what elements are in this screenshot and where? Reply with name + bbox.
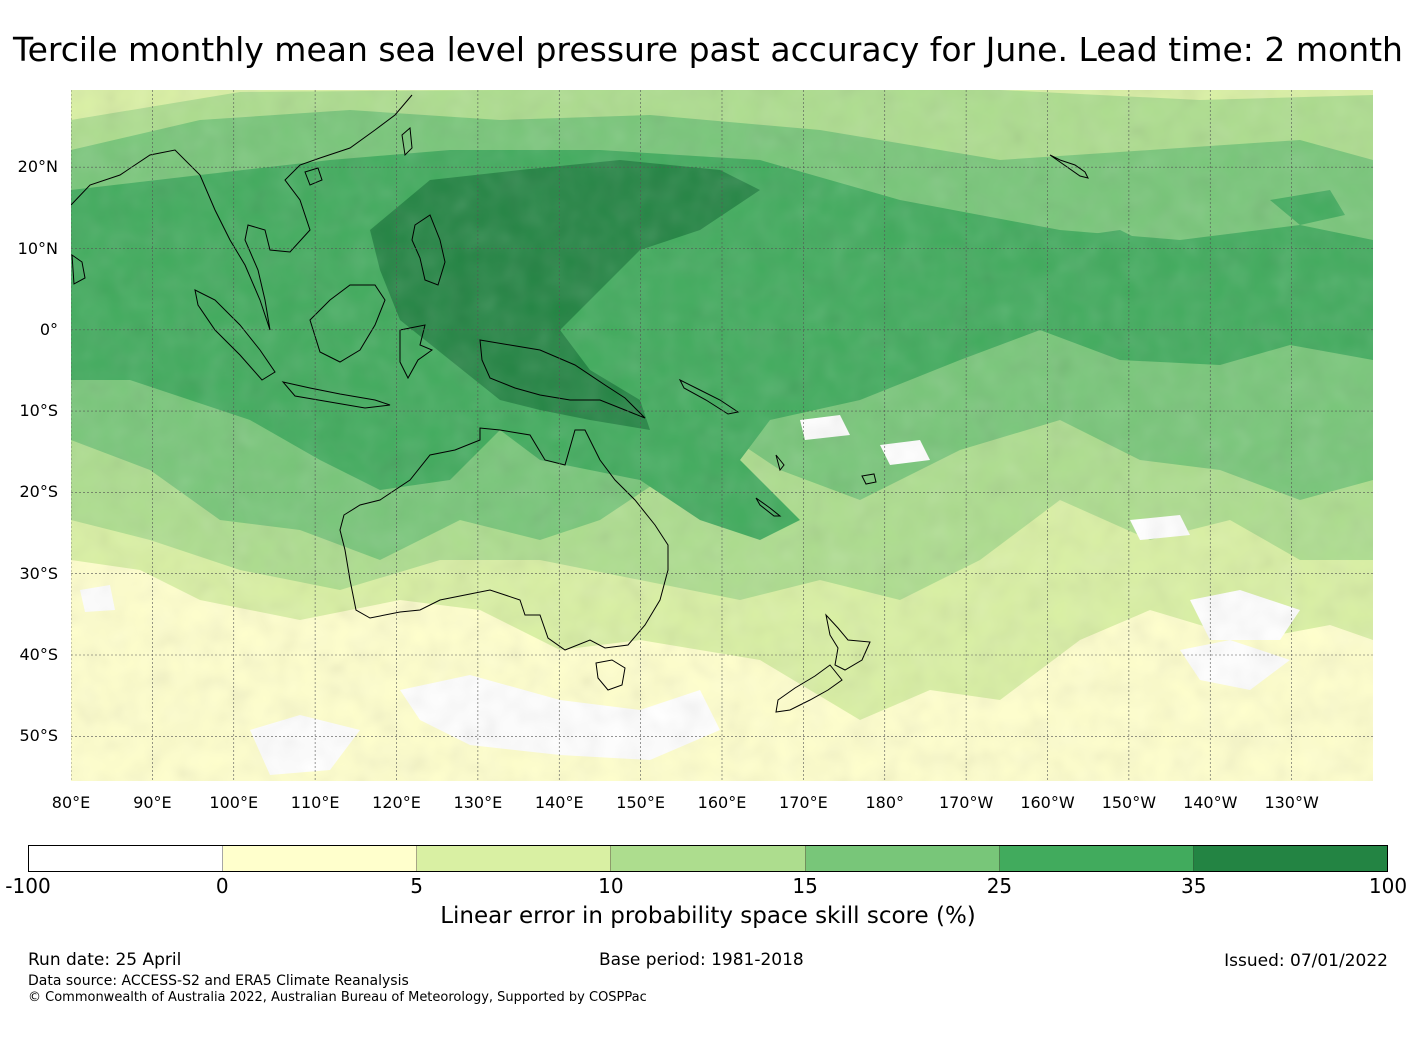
hainan-coastline <box>304 167 323 186</box>
colorbar-tick-label: 5 <box>410 874 423 898</box>
australia-coastline <box>339 427 669 651</box>
longitude-label: 170°W <box>938 793 994 812</box>
sumatra-coastline <box>194 289 276 381</box>
chart-title: Tercile monthly mean sea level pressure … <box>13 30 1403 69</box>
longitude-label: 140°W <box>1183 793 1238 812</box>
longitude-label: 140°E <box>534 793 584 812</box>
latitude-label: 30°S <box>19 563 58 583</box>
new-guinea-coastline <box>479 339 646 419</box>
colorbar-tick-label: -100 <box>5 874 51 898</box>
issued-date: Issued: 07/01/2022 <box>1224 951 1388 971</box>
asia-mainland-coastline <box>71 94 413 331</box>
longitude-label: 160°E <box>697 793 747 812</box>
colorbar-label: Linear error in probability space skill … <box>440 903 976 929</box>
copyright: © Commonwealth of Australia 2022, Austra… <box>28 990 647 1005</box>
longitude-label: 90°E <box>133 793 172 812</box>
latitude-label: 40°S <box>19 644 58 664</box>
latitude-label: 10°N <box>17 238 58 258</box>
sulawesi-coastline <box>399 324 434 380</box>
colorbar-segment <box>223 846 418 871</box>
latitude-label: 20°S <box>19 482 58 502</box>
java-coastline <box>281 381 391 409</box>
sri-lanka-coastline <box>71 253 86 285</box>
colorbar-segment <box>805 846 1000 871</box>
longitude-label: 130°E <box>453 793 503 812</box>
longitude-label: 100°E <box>209 793 259 812</box>
colorbar-tick-label: 100 <box>1368 874 1408 898</box>
colorbar-tick-label: 10 <box>598 874 624 898</box>
data-source: Data source: ACCESS-S2 and ERA5 Climate … <box>28 973 409 989</box>
fiji-coastline <box>861 473 877 485</box>
run-date: Run date: 25 April <box>28 950 182 970</box>
new-zealand-north-coastline <box>825 613 871 671</box>
longitude-label: 170°E <box>779 793 828 812</box>
base-period: Base period: 1981-2018 <box>599 950 804 970</box>
new-caledonia-coastline <box>755 497 782 517</box>
latitude-label: 10°S <box>19 401 58 421</box>
colorbar-segment <box>417 846 612 871</box>
philippines-coastline <box>411 214 446 286</box>
gridlines <box>71 90 1373 781</box>
new-zealand-south-coastline <box>775 664 843 713</box>
longitude-label: 110°E <box>290 793 340 812</box>
coastlines <box>71 94 1089 713</box>
taiwan-coastline <box>401 126 413 157</box>
solomon-islands-coastline <box>678 378 740 415</box>
colorbar-segment <box>29 846 224 871</box>
longitude-label: 130°W <box>1264 793 1319 812</box>
colorbar-tick-label: 0 <box>215 874 229 898</box>
longitude-label: 180° <box>865 793 905 812</box>
colorbar <box>28 845 1388 872</box>
borneo-coastline <box>309 284 386 363</box>
latitude-label: 0° <box>39 319 58 339</box>
tasmania-coastline <box>595 659 626 691</box>
longitude-label: 160°W <box>1020 793 1075 812</box>
colorbar-tick-label: 15 <box>792 874 818 898</box>
latitude-label: 20°N <box>17 157 58 177</box>
longitude-label: 80°E <box>51 793 91 812</box>
longitude-label: 150°E <box>616 793 665 812</box>
vanuatu-coastline <box>775 454 785 472</box>
longitude-label: 150°W <box>1101 793 1157 812</box>
colorbar-segment <box>999 846 1194 871</box>
latitude-label: 50°S <box>19 726 58 746</box>
colorbar-segment <box>611 846 806 871</box>
colorbar-segment <box>1193 846 1387 871</box>
hawaii-coastline <box>1049 154 1089 179</box>
colorbar-tick-label: 25 <box>986 874 1013 898</box>
colorbar-tick-label: 35 <box>1180 874 1207 898</box>
longitude-label: 120°E <box>372 793 421 812</box>
